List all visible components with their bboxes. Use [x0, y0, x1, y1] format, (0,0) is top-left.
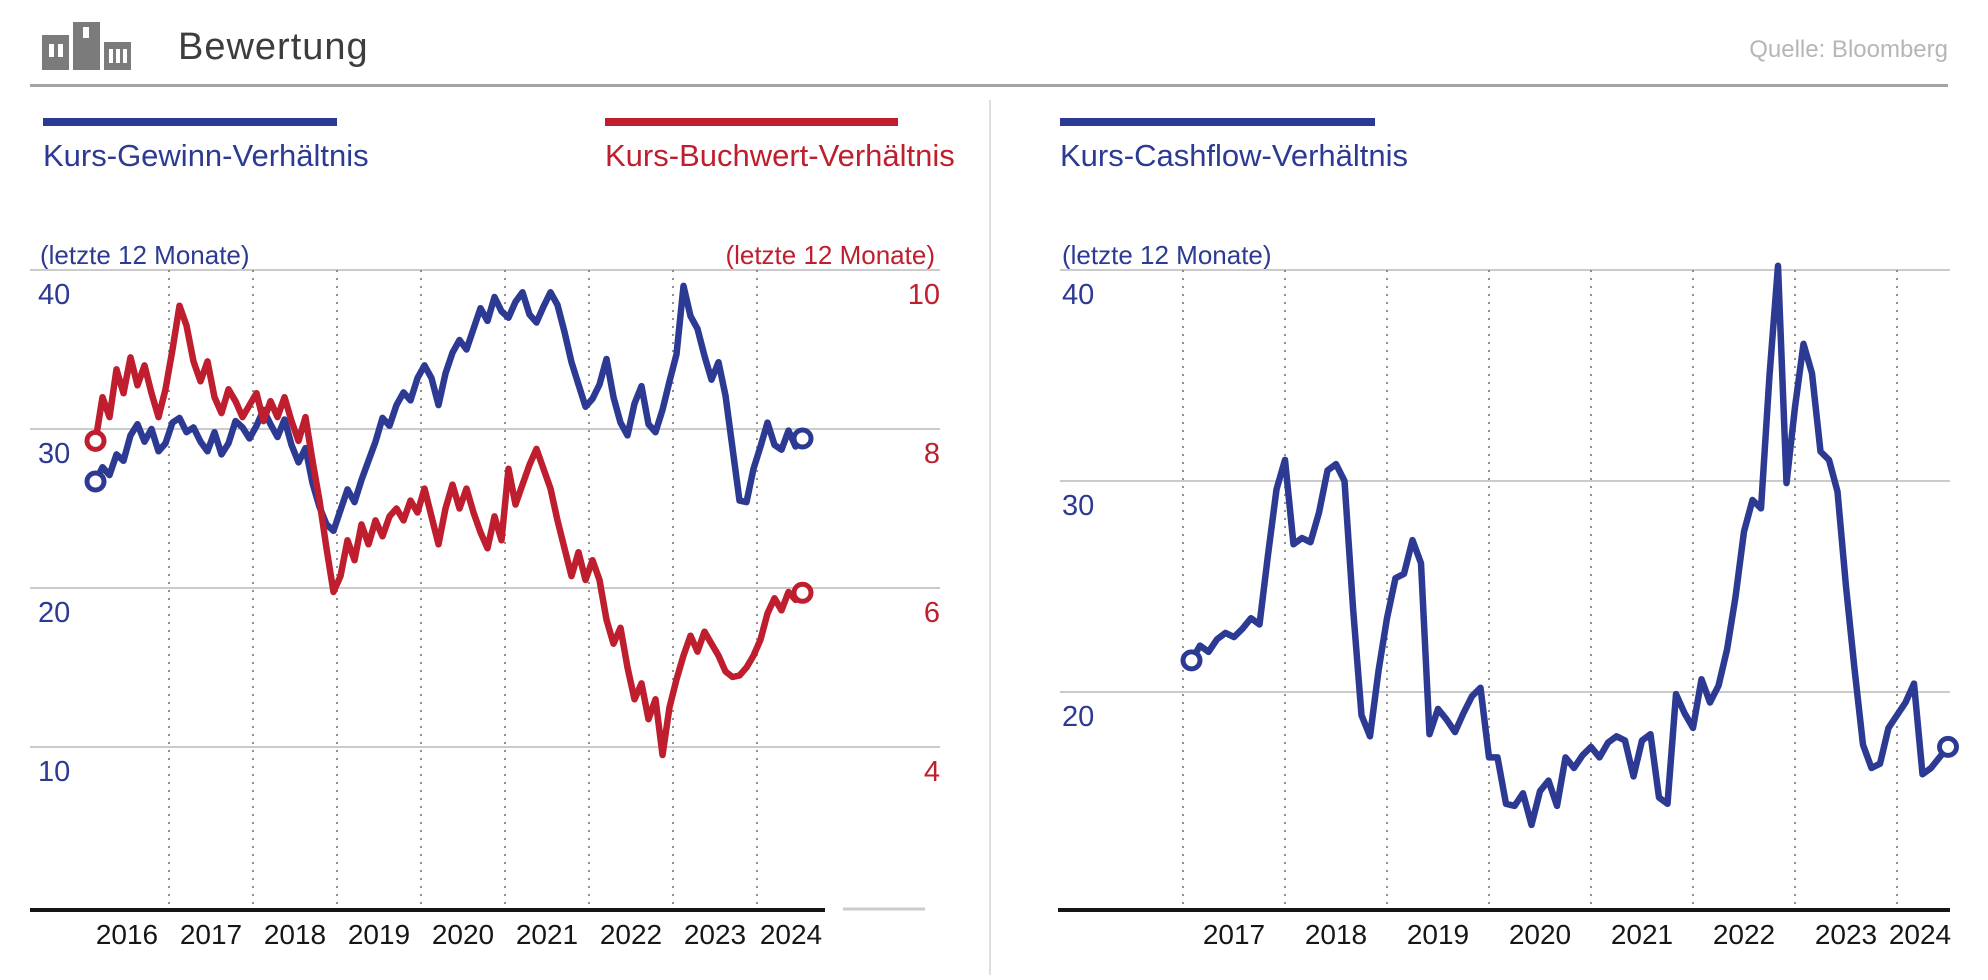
source-attribution: Quelle: Bloomberg [1749, 36, 1948, 63]
left-axis-tick-label: 20 [1062, 701, 1094, 733]
right-axis-tick-label: 10 [908, 279, 940, 311]
left-axis-tick-label: 10 [38, 756, 70, 788]
year-label: 2021 [516, 919, 578, 950]
year-label: 2016 [96, 919, 158, 950]
legend-kbv-label: Kurs-Buchwert-Verhältnis [605, 138, 955, 173]
legend-kurs-gewinn-verhaeltnis: Kurs-Gewinn-Verhältnis [43, 118, 369, 174]
series-endpoint-marker [84, 470, 107, 493]
left-axis-tick-label: 30 [38, 438, 70, 470]
year-label: 2018 [264, 919, 326, 950]
series-endpoint-marker [84, 429, 107, 452]
series-endpoint-marker [791, 581, 814, 604]
right-axis-tick-label: 6 [924, 597, 940, 629]
series-endpoint-marker [1180, 649, 1203, 672]
year-label: 2020 [432, 919, 494, 950]
series-line-red [92, 302, 806, 759]
year-label: 2024 [760, 919, 822, 950]
legend-kurs-cashflow-verhaeltnis: Kurs-Cashflow-Verhältnis [1060, 118, 1408, 174]
year-label: 2020 [1509, 919, 1571, 950]
right-chart-axis-note: (letzte 12 Monate) [1062, 240, 1272, 270]
year-label: 2017 [1203, 919, 1265, 950]
left-axis-tick-label: 40 [38, 279, 70, 311]
year-label: 2022 [1713, 919, 1775, 950]
year-label: 2019 [1407, 919, 1469, 950]
year-label: 2023 [1815, 919, 1877, 950]
page-title: Bewertung [178, 26, 369, 68]
legend-kurs-buchwert-verhaeltnis: Kurs-Buchwert-Verhältnis [605, 118, 955, 174]
panel-divider-line [989, 100, 991, 975]
left-axis-tick-label: 40 [1062, 279, 1094, 311]
year-label: 2018 [1305, 919, 1367, 950]
series-endpoint-marker [1937, 735, 1959, 758]
left-chart: 40 10 30 8 20 6 10 4 2016 2017 2018 2019 2020 2021 202… [30, 269, 940, 950]
left-chart-right-axis-note: (letzte 12 Monate) [725, 240, 935, 270]
year-label: 2023 [684, 919, 746, 950]
legend-kcv-label: Kurs-Cashflow-Verhältnis [1060, 138, 1409, 173]
year-label: 2019 [348, 919, 410, 950]
series-line-blue [92, 282, 806, 535]
left-chart-left-axis-note: (letzte 12 Monate) [40, 240, 250, 270]
year-label: 2024 [1889, 919, 1951, 950]
legend-kgv-label: Kurs-Gewinn-Verhältnis [43, 138, 369, 173]
header-divider-line [30, 84, 1948, 87]
left-axis-tick-label: 20 [38, 597, 70, 629]
buildings-logo-icon [42, 22, 131, 70]
year-label: 2022 [600, 919, 662, 950]
right-axis-tick-label: 4 [924, 756, 940, 788]
right-axis-tick-label: 8 [924, 438, 940, 470]
series-line-blue [1188, 262, 1952, 829]
series-endpoint-marker [791, 427, 814, 450]
year-label: 2021 [1611, 919, 1673, 950]
right-chart: 40 30 20 2017 2018 2019 2020 2021 2022 2023 2024 [1058, 262, 1959, 950]
left-axis-tick-label: 30 [1062, 490, 1094, 522]
year-label: 2017 [180, 919, 242, 950]
